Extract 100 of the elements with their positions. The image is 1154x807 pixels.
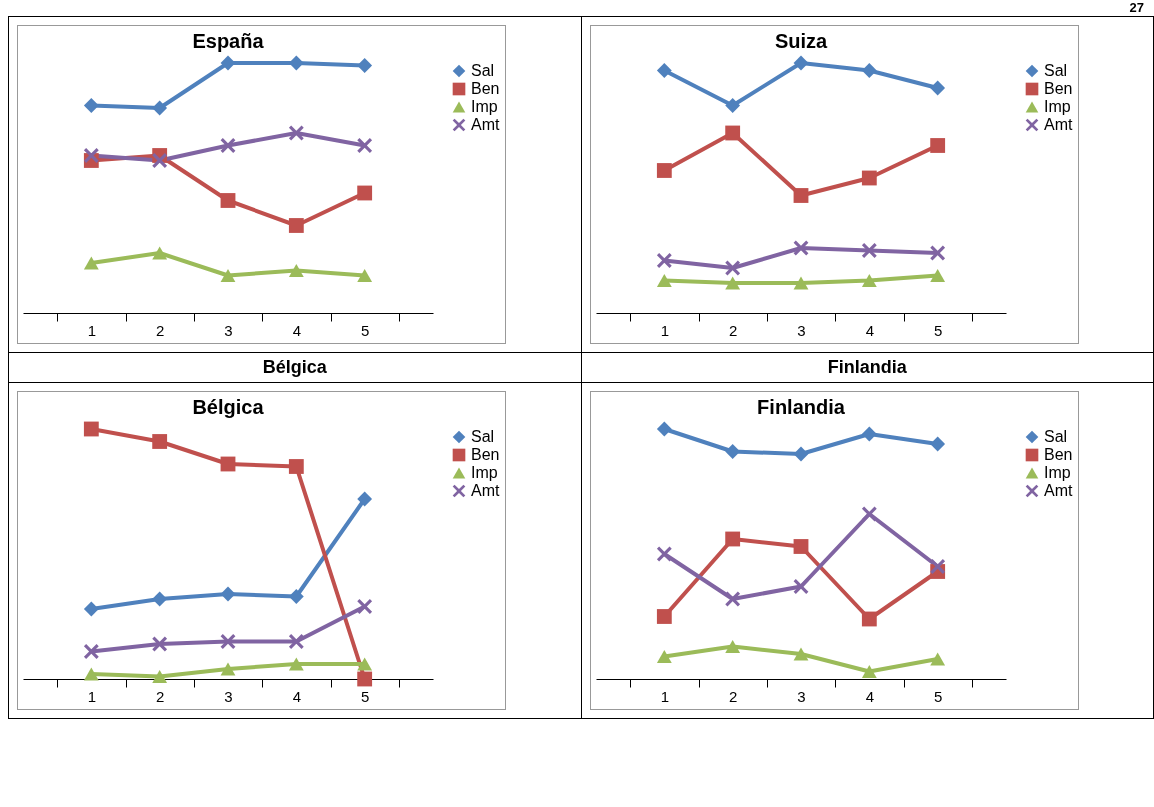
legend-label: Ben xyxy=(471,80,500,97)
point xyxy=(861,63,877,78)
point xyxy=(357,491,373,507)
point xyxy=(861,426,877,442)
chart-title: Finlandia xyxy=(756,395,846,418)
x-tick-label: 4 xyxy=(292,321,302,339)
point xyxy=(357,671,373,687)
point xyxy=(83,256,99,270)
chart-title: Bélgica xyxy=(192,395,265,418)
x-tick-label: 4 xyxy=(292,687,302,705)
point xyxy=(656,609,672,624)
point xyxy=(929,559,945,574)
point xyxy=(793,55,808,71)
x-tick-label: 2 xyxy=(728,321,737,339)
point xyxy=(724,531,740,547)
point xyxy=(793,647,808,661)
x-tick-label: 2 xyxy=(155,321,165,339)
point xyxy=(724,276,740,290)
point xyxy=(724,98,740,113)
x-tick-label: 3 xyxy=(796,687,806,705)
point xyxy=(793,579,808,594)
legend-label: Imp xyxy=(471,98,498,115)
point xyxy=(793,539,808,554)
point xyxy=(357,599,373,614)
point xyxy=(152,153,168,168)
point xyxy=(357,185,373,201)
point xyxy=(152,591,168,607)
legend-label: Amt xyxy=(1043,116,1073,133)
point xyxy=(288,657,304,671)
point xyxy=(861,170,877,186)
point xyxy=(929,652,945,666)
point xyxy=(220,662,236,676)
point xyxy=(656,546,672,562)
point xyxy=(357,138,373,153)
point xyxy=(724,444,740,459)
point xyxy=(861,665,877,678)
point xyxy=(83,148,99,163)
point xyxy=(288,589,304,604)
legend-label: Amt xyxy=(471,482,500,499)
point xyxy=(357,657,373,671)
point xyxy=(83,421,99,437)
x-tick-label: 4 xyxy=(865,687,874,705)
x-tick-label: 5 xyxy=(360,321,370,339)
legend-label: Imp xyxy=(1043,98,1071,115)
point xyxy=(656,163,672,178)
x-tick-label: 3 xyxy=(224,687,233,705)
point xyxy=(152,434,168,449)
x-tick-label: 2 xyxy=(728,687,737,705)
point xyxy=(288,218,304,233)
point xyxy=(656,274,672,287)
point xyxy=(152,636,168,652)
point xyxy=(83,98,99,113)
point xyxy=(724,260,740,276)
point xyxy=(656,63,672,78)
text: 27 xyxy=(1129,0,1144,15)
point xyxy=(220,138,236,153)
point xyxy=(220,586,236,602)
legend-label: Ben xyxy=(1043,446,1072,463)
x-tick-label: 1 xyxy=(87,321,97,339)
point xyxy=(929,245,945,261)
point xyxy=(929,436,945,452)
point xyxy=(152,670,168,683)
chart-title: Suiza xyxy=(774,29,828,52)
point xyxy=(83,644,99,659)
point xyxy=(929,138,945,153)
x-tick-label: 2 xyxy=(155,687,165,705)
x-tick-label: 3 xyxy=(796,321,806,339)
point xyxy=(220,634,236,649)
point xyxy=(83,667,99,681)
x-tick-label: 3 xyxy=(224,321,233,339)
point xyxy=(793,240,808,256)
point xyxy=(83,601,99,617)
point xyxy=(861,243,877,258)
point xyxy=(724,591,740,607)
x-tick-label: 1 xyxy=(660,321,669,339)
legend-label: Sal xyxy=(1043,62,1067,79)
point xyxy=(861,506,877,522)
point xyxy=(656,253,672,268)
point xyxy=(357,58,373,73)
point xyxy=(220,193,236,208)
point xyxy=(929,80,945,96)
x-tick-label: 1 xyxy=(87,687,97,705)
point xyxy=(288,264,304,277)
point xyxy=(793,276,808,290)
point xyxy=(861,611,877,627)
x-tick-label: 5 xyxy=(933,687,942,705)
x-tick-label: 5 xyxy=(933,321,942,339)
point xyxy=(724,640,740,653)
point xyxy=(152,100,168,116)
point xyxy=(793,446,808,462)
point xyxy=(724,125,740,141)
text: Finlandia xyxy=(581,352,1154,383)
point xyxy=(288,634,304,649)
legend-label: Ben xyxy=(471,446,500,463)
point xyxy=(793,188,808,203)
point xyxy=(152,246,168,260)
point xyxy=(288,125,304,141)
x-tick-label: 1 xyxy=(660,687,669,705)
point xyxy=(861,274,877,287)
text: Bélgica xyxy=(8,352,581,383)
